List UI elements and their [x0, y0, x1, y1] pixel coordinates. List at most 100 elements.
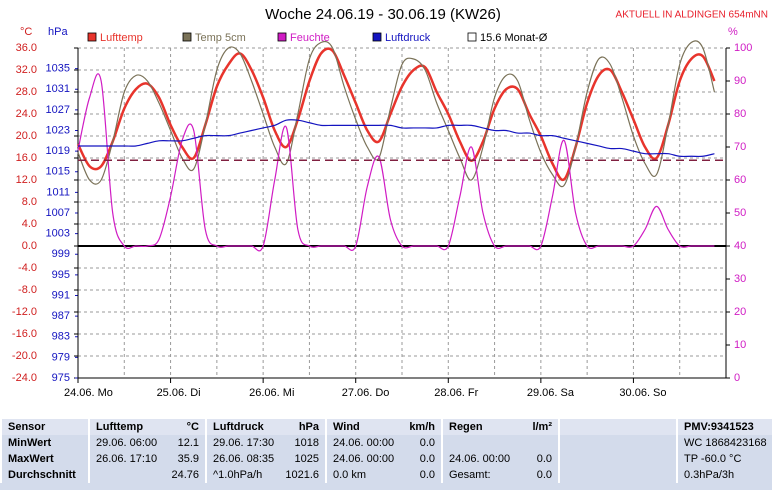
y-tick-label: 0.0	[22, 240, 37, 252]
x-tick-label: 24.06. Mo	[64, 387, 113, 399]
annotation: AKTUELL IN ALDINGEN 654mNN	[616, 10, 768, 21]
y-tick-label: -20.0	[12, 350, 37, 362]
table-cell	[558, 467, 676, 483]
table-cell: Durchschnitt	[0, 467, 88, 483]
cell-text: 1025	[294, 453, 319, 465]
y3-tick-label: 50	[734, 207, 746, 219]
table-cell: 24.76	[88, 467, 205, 483]
cell-text: 0.3hPa/3h	[684, 469, 735, 481]
y2-tick-label: 987	[52, 310, 70, 322]
x-tick-label: 26.06. Mi	[249, 387, 294, 399]
cell-text: MinWert	[8, 437, 52, 449]
y2-tick-label: 991	[52, 289, 70, 301]
cell-text: WC 1868423168	[684, 437, 767, 449]
table-cell: 26.06. 17:10 35.9	[88, 451, 205, 467]
y3-tick-label: 0	[734, 372, 740, 384]
cell-text: °C	[186, 421, 199, 433]
y2-tick-label: 995	[52, 269, 70, 281]
cell-text: 26.06. 08:35	[213, 453, 275, 465]
y3-tick-label: 40	[734, 240, 746, 252]
x-tick-label: 27.06. Do	[342, 387, 390, 399]
legend-label: Temp 5cm	[195, 32, 246, 44]
cell-text: km/h	[409, 421, 435, 433]
y3-tick-label: 20	[734, 306, 746, 318]
cell-text: 0.0	[419, 453, 435, 465]
table-cell: 26.06. 08:35 1025	[205, 451, 325, 467]
y-tick-label: -12.0	[12, 306, 37, 318]
y-tick-label: 16.0	[16, 152, 37, 164]
cell-text: MaxWert	[8, 453, 54, 465]
cell-text: hPa	[298, 421, 319, 433]
y-tick-label: 36.0	[16, 42, 37, 54]
legend-marker	[277, 32, 287, 42]
y2-tick-label: 979	[52, 351, 70, 363]
table-cell: 0.3hPa/3h	[676, 467, 772, 483]
cell-text: 1021.6	[285, 469, 319, 481]
table-cell: 24.06. 00:00 0.0	[325, 451, 441, 467]
y2-tick-label: 983	[52, 331, 70, 343]
cell-text: 29.06. 17:30	[213, 437, 275, 449]
legend-label: Feuchte	[290, 32, 330, 44]
cell-text: 26.06. 17:10	[96, 453, 158, 465]
table-cell	[558, 451, 676, 467]
y3-tick-label: 90	[734, 75, 746, 87]
legend-marker	[467, 32, 477, 42]
cell-text: 0.0	[536, 469, 552, 481]
table-cell: 24.06. 00:00 0.0	[441, 451, 558, 467]
legend-marker	[87, 32, 97, 42]
table-cell: WC 1868423168	[676, 435, 772, 451]
legend-marker	[372, 32, 382, 42]
y2-tick-label: 1011	[46, 186, 70, 198]
table-cell	[441, 435, 558, 451]
x-tick-label: 29.06. Sa	[527, 387, 575, 399]
table-cell: Regen l/m²	[441, 419, 558, 435]
y2-tick-label: 1035	[46, 63, 70, 75]
table-cell: MaxWert	[0, 451, 88, 467]
table-cell: Lufttemp °C	[88, 419, 205, 435]
y2-tick-label: 1015	[46, 166, 70, 178]
legend-marker	[182, 32, 192, 42]
y-tick-label: 8.0	[22, 196, 37, 208]
cell-text: Wind	[333, 421, 360, 433]
y2-tick-label: 1019	[46, 145, 70, 157]
y2-tick-label: 1031	[46, 83, 70, 95]
y3-tick-label: 100	[734, 42, 752, 54]
table-cell: 29.06. 17:30 1018	[205, 435, 325, 451]
cell-text: 0.0 km	[333, 469, 367, 481]
cell-text: Durchschnitt	[8, 469, 76, 481]
cell-text: 24.06. 00:00	[449, 453, 511, 465]
y3-tick-label: 80	[734, 108, 746, 120]
y2-tick-label: 1023	[46, 124, 70, 136]
cell-text: l/m²	[532, 421, 552, 433]
series-line	[78, 119, 715, 158]
y-tick-label: -4.0	[18, 262, 37, 274]
series-line	[76, 47, 716, 182]
cell-text: Sensor	[8, 421, 46, 433]
cell-text: ^1.0hPa/h	[213, 469, 263, 481]
y3-tick-label: 60	[734, 174, 746, 186]
cell-text: 24.06. 00:00	[333, 453, 395, 465]
cell-text: Regen	[449, 421, 483, 433]
table-cell: MinWert	[0, 435, 88, 451]
cell-text: Luftdruck	[213, 421, 264, 433]
y3-axis-unit: %	[728, 26, 738, 38]
y-tick-label: 20.0	[16, 130, 37, 142]
y2-tick-label: 1007	[46, 207, 70, 219]
y3-tick-label: 70	[734, 141, 746, 153]
y-tick-label: -8.0	[18, 284, 37, 296]
table-cell: 29.06. 06:00 12.1	[88, 435, 205, 451]
y-tick-label: 28.0	[16, 86, 37, 98]
y2-axis-unit: hPa	[48, 26, 68, 38]
cell-text: 0.0	[419, 437, 435, 449]
y-tick-label: 24.0	[16, 108, 37, 120]
legend-label: 15.6 Monat-Ø	[480, 32, 548, 44]
cell-text: 24.06. 00:00	[333, 437, 395, 449]
y3-tick-label: 10	[734, 339, 746, 351]
table-cell	[558, 419, 676, 435]
y-tick-label: 4.0	[22, 218, 37, 230]
table-cell: 24.06. 00:00 0.0	[325, 435, 441, 451]
x-tick-label: 28.06. Fr	[434, 387, 478, 399]
cell-text: 35.9	[177, 453, 199, 465]
cell-text: 29.06. 06:00	[96, 437, 158, 449]
